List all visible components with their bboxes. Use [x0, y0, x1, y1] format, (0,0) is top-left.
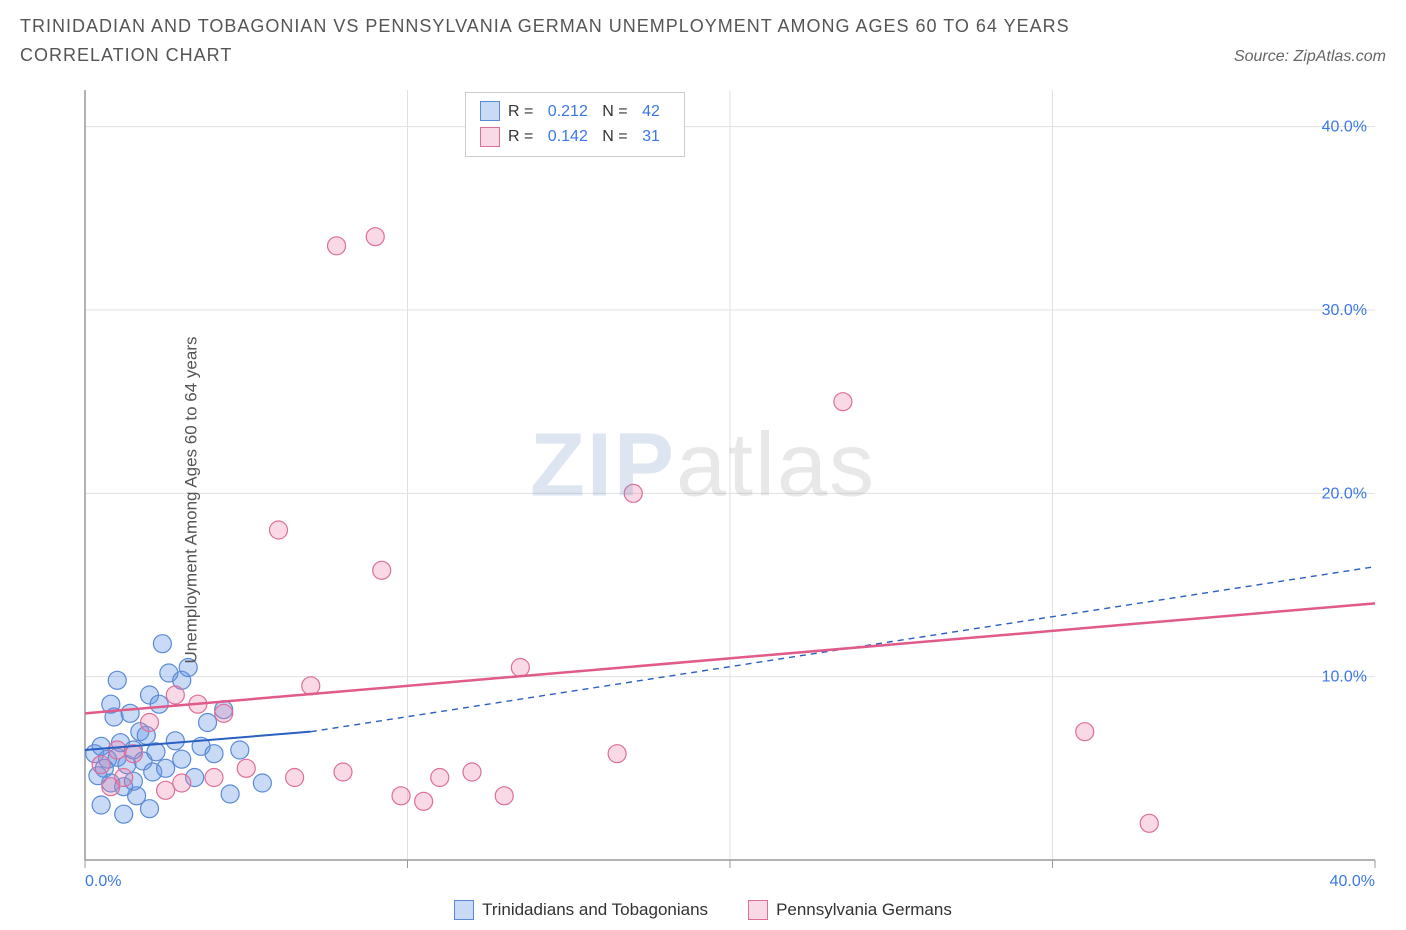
- swatch-icon: [480, 101, 500, 121]
- legend-item: Trinidadians and Tobagonians: [454, 900, 708, 920]
- legend-swatch-icon: [748, 900, 768, 920]
- stats-legend-row: R = 0.142 N = 31: [480, 124, 670, 150]
- legend-label: Pennsylvania Germans: [776, 900, 952, 920]
- svg-text:30.0%: 30.0%: [1322, 302, 1367, 319]
- stats-text: R = 0.212 N = 42: [508, 99, 670, 125]
- chart-title: TRINIDADIAN AND TOBAGONIAN VS PENNSYLVAN…: [20, 12, 1120, 70]
- legend-swatch-icon: [454, 900, 474, 920]
- svg-text:20.0%: 20.0%: [1322, 485, 1367, 502]
- legend-label: Trinidadians and Tobagonians: [482, 900, 708, 920]
- svg-text:40.0%: 40.0%: [1330, 873, 1375, 890]
- svg-text:10.0%: 10.0%: [1322, 668, 1367, 685]
- stats-legend: R = 0.212 N = 42 R = 0.142 N = 31: [465, 92, 685, 157]
- y-axis-label: Unemployment Among Ages 60 to 64 years: [181, 336, 201, 663]
- stats-text: R = 0.142 N = 31: [508, 124, 670, 150]
- stats-legend-row: R = 0.212 N = 42: [480, 99, 670, 125]
- swatch-icon: [480, 127, 500, 147]
- scatter-chart: 10.0% 20.0% 30.0% 40.0% 0.0% 40.0%: [20, 80, 1390, 890]
- legend-item: Pennsylvania Germans: [748, 900, 952, 920]
- source-label: Source: ZipAtlas.com: [1234, 48, 1386, 70]
- svg-text:40.0%: 40.0%: [1322, 118, 1367, 135]
- series-legend: Trinidadians and Tobagonians Pennsylvani…: [20, 900, 1386, 920]
- svg-text:0.0%: 0.0%: [85, 873, 121, 890]
